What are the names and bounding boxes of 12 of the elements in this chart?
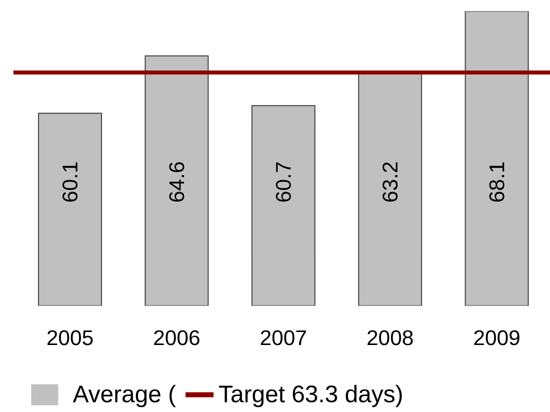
data-label: 60.7 [276, 162, 291, 202]
data-label: 60.1 [62, 162, 78, 202]
data-label: 64.6 [169, 162, 184, 202]
x-tick-label: 2005 [47, 330, 93, 346]
data-label: 63.2 [382, 162, 398, 202]
legend-label: Target 63.3 days) [219, 384, 402, 408]
x-tick-label: 2006 [154, 330, 200, 346]
legend-label: Average ( [72, 384, 176, 408]
data-label: 68.1 [489, 162, 504, 202]
x-tick-label: 2007 [260, 330, 306, 346]
x-tick-label: 2009 [474, 330, 520, 346]
x-tick-label: 2008 [368, 330, 413, 346]
